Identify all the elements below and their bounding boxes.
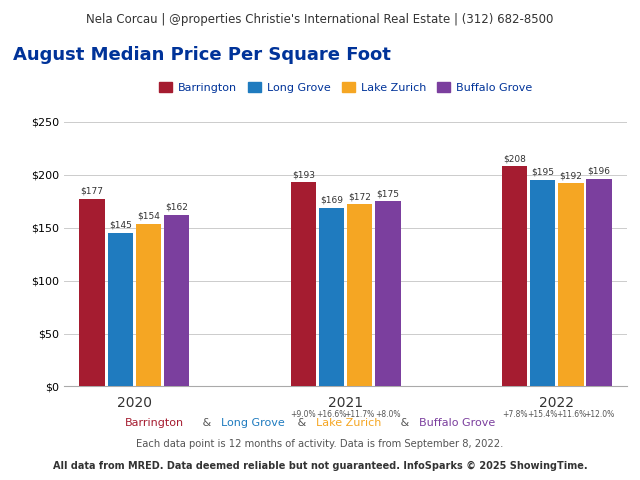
Bar: [79, 199, 105, 386]
Legend: Barrington, Long Grove, Lake Zurich, Buffalo Grove: Barrington, Long Grove, Lake Zurich, Buf…: [154, 78, 537, 97]
Text: +15.4%: +15.4%: [527, 409, 558, 419]
Bar: [319, 208, 344, 386]
Text: +16.6%: +16.6%: [316, 409, 347, 419]
Text: +9.0%: +9.0%: [291, 409, 316, 419]
Bar: [375, 201, 401, 386]
Text: $154: $154: [137, 211, 160, 220]
Bar: [108, 233, 133, 386]
Bar: [586, 179, 612, 386]
Text: Buffalo Grove: Buffalo Grove: [419, 419, 495, 428]
Text: $192: $192: [559, 171, 582, 180]
Text: $169: $169: [320, 195, 343, 204]
Text: All data from MRED. Data deemed reliable but not guaranteed. InfoSparks © 2025 S: All data from MRED. Data deemed reliable…: [52, 461, 588, 470]
Text: $208: $208: [503, 154, 526, 163]
Text: $195: $195: [531, 168, 554, 177]
Text: $172: $172: [348, 192, 371, 201]
Text: +11.6%: +11.6%: [556, 409, 586, 419]
Text: August Median Price Per Square Foot: August Median Price Per Square Foot: [13, 47, 390, 64]
Bar: [530, 180, 556, 386]
Text: $177: $177: [81, 187, 104, 196]
Text: Each data point is 12 months of activity. Data is from September 8, 2022.: Each data point is 12 months of activity…: [136, 439, 504, 449]
Text: $196: $196: [588, 167, 611, 176]
Text: Nela Corcau | @properties Christie's International Real Estate | (312) 682-8500: Nela Corcau | @properties Christie's Int…: [86, 13, 554, 26]
Text: $145: $145: [109, 221, 132, 230]
Text: $162: $162: [165, 203, 188, 212]
Bar: [164, 215, 189, 386]
Text: +8.0%: +8.0%: [375, 409, 401, 419]
Text: &: &: [397, 419, 413, 428]
Text: Long Grove: Long Grove: [221, 419, 284, 428]
Text: &: &: [294, 419, 310, 428]
Text: +12.0%: +12.0%: [584, 409, 614, 419]
Text: $193: $193: [292, 170, 315, 179]
Text: &: &: [198, 419, 214, 428]
Bar: [136, 224, 161, 386]
Bar: [291, 182, 316, 386]
Bar: [558, 183, 584, 386]
Bar: [347, 204, 372, 386]
Text: +7.8%: +7.8%: [502, 409, 527, 419]
Text: Lake Zurich: Lake Zurich: [316, 419, 381, 428]
Bar: [502, 167, 527, 386]
Text: Barrington: Barrington: [125, 419, 184, 428]
Text: $175: $175: [376, 189, 399, 198]
Text: +11.7%: +11.7%: [344, 409, 375, 419]
